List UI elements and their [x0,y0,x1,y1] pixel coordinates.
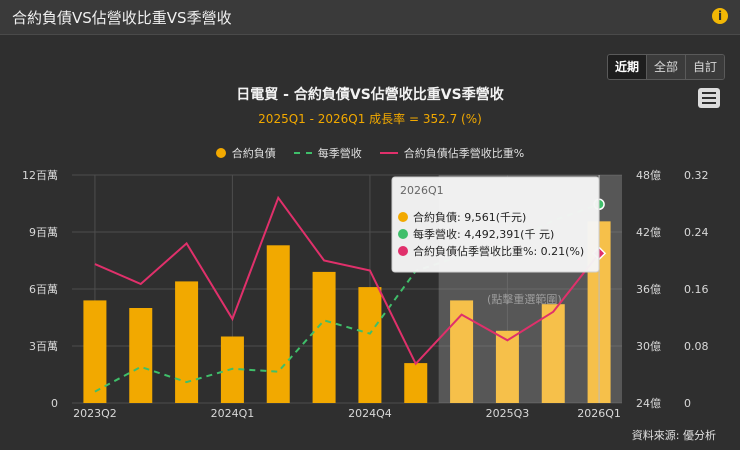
bar-contract-liability[interactable] [495,330,519,403]
bar-contract-liability[interactable] [541,304,565,403]
y-axis-right-revenue-tick-label: 42億 [636,226,661,239]
y-axis-right-ratio-tick-label: 0.08 [684,340,709,353]
legend-dashed-line-marker [293,152,312,154]
y-axis-left-tick-label: 3百萬 [29,340,58,353]
data-source-note: 資料來源: 優分析 [631,429,716,442]
legend-line-marker [379,152,398,154]
legend-label: 合約負債 [231,147,276,160]
legend-item-ratio[interactable]: 合約負債佔季營收比重% [379,145,525,161]
chart-title: 日電貿 - 合約負債VS佔營收比重VS季營收 [236,87,504,103]
selection-hint-label: (點擊重選範圍) [487,292,562,306]
y-axis-left-tick-label: 0 [51,397,58,410]
range-button-all[interactable]: 全部 [647,55,687,79]
bar-contract-liability[interactable] [266,245,290,403]
bar-contract-liability[interactable] [312,271,336,403]
range-selector: 近期 全部 自訂 [607,54,726,80]
x-axis-tick-label: 2024Q1 [211,407,255,420]
y-axis-left-tick-label: 9百萬 [29,226,58,239]
y-axis-right-revenue-tick-label: 36億 [636,283,661,296]
tooltip-marker [398,229,408,239]
x-axis-tick-label: 2023Q2 [73,407,117,420]
bar-contract-liability[interactable] [83,300,107,403]
tooltip-marker [398,246,408,256]
y-axis-left-tick-label: 12百萬 [22,169,58,182]
top-bar: 合約負債VS佔營收比重VS季營收 i [0,0,740,35]
y-axis-right-ratio-tick-label: 0.16 [684,283,709,296]
y-axis-right-revenue-tick-label: 30億 [636,340,661,353]
bar-contract-liability[interactable] [175,281,199,403]
info-icon[interactable]: i [712,8,728,24]
range-button-recent[interactable]: 近期 [608,55,648,79]
tooltip-header: 2026Q1 [400,184,444,197]
y-axis-right-revenue-tick-label: 24億 [636,397,661,410]
tooltip-row: 每季營收: 4,492,391(千 元) [413,227,554,241]
chart-legend: 合約負債 每季營收 合約負債佔季營收比重% [0,145,740,161]
legend-item-quarterly-revenue[interactable]: 每季營收 [293,145,362,161]
tooltip-row: 合約負債佔季營收比重%: 0.21(%) [413,244,584,258]
legend-label: 每季營收 [317,147,362,160]
hamburger-menu-icon[interactable] [698,88,720,108]
bar-contract-liability[interactable] [129,308,153,403]
line-quarterly-revenue[interactable] [94,203,600,393]
tooltip-marker [398,212,408,222]
y-axis-right-ratio-tick-label: 0 [684,397,691,410]
legend-bar-marker [215,148,226,158]
y-axis-right-revenue-tick-label: 48億 [636,169,661,182]
widget-title: 合約負債VS佔營收比重VS季營收 [12,9,232,27]
y-axis-left-tick-label: 6百萬 [29,283,58,296]
tooltip-row: 合約負債: 9,561(千元) [413,210,526,224]
legend-label: 合約負債佔季營收比重% [403,147,525,160]
y-axis-right-ratio-tick-label: 0.24 [684,226,709,239]
x-axis-tick-label: 2026Q1 [577,407,621,420]
line-ratio[interactable] [94,195,600,366]
x-axis-tick-label: 2024Q4 [348,407,392,420]
chart-subtitle: 2025Q1 - 2026Q1 成長率 = 352.7 (%) [258,112,482,126]
bar-contract-liability[interactable] [450,300,474,403]
legend-item-contract-liability[interactable]: 合約負債 [215,145,276,161]
bar-contract-liability[interactable] [358,287,382,403]
tooltip-box [391,176,600,273]
y-axis-right-ratio-tick-label: 0.32 [684,169,709,182]
x-axis-tick-label: 2025Q3 [486,407,530,420]
bar-contract-liability[interactable] [404,363,428,403]
range-button-custom[interactable]: 自訂 [686,55,725,79]
